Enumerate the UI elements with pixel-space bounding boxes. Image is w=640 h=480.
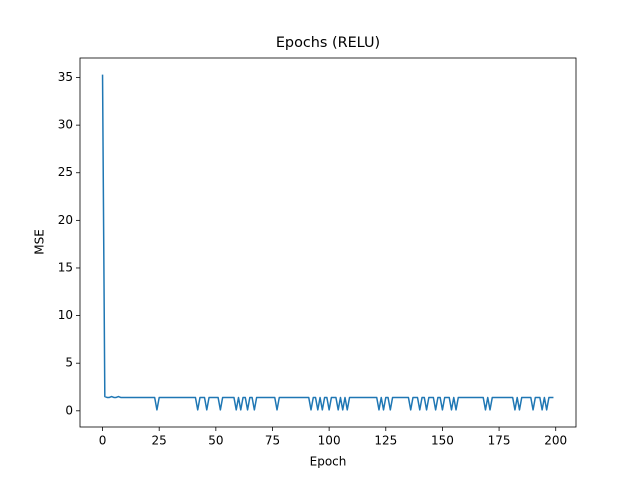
y-tick-label: 25	[58, 165, 73, 179]
data-line	[101, 74, 554, 411]
x-axis-label: Epoch	[310, 455, 347, 469]
y-tick-label: 0	[65, 403, 73, 417]
x-tick-label: 0	[99, 434, 107, 448]
x-tick-label: 50	[208, 434, 223, 448]
y-tick-label: 5	[65, 356, 73, 370]
y-tick-label: 10	[58, 308, 73, 322]
x-tick-label: 175	[488, 434, 511, 448]
x-tick-label: 75	[265, 434, 280, 448]
y-tick-label: 30	[58, 118, 73, 132]
x-tick-label: 125	[374, 434, 397, 448]
y-axis-label: MSE	[33, 229, 47, 255]
x-tick-label: 150	[431, 434, 454, 448]
x-tick-label: 100	[318, 434, 341, 448]
x-tick-label: 25	[152, 434, 167, 448]
y-tick-label: 15	[58, 260, 73, 274]
y-tick-label: 20	[58, 213, 73, 227]
plot-frame	[79, 57, 577, 428]
chart-title: Epochs (RELU)	[276, 35, 380, 51]
y-tick-label: 35	[58, 70, 73, 84]
x-tick-label: 200	[544, 434, 567, 448]
